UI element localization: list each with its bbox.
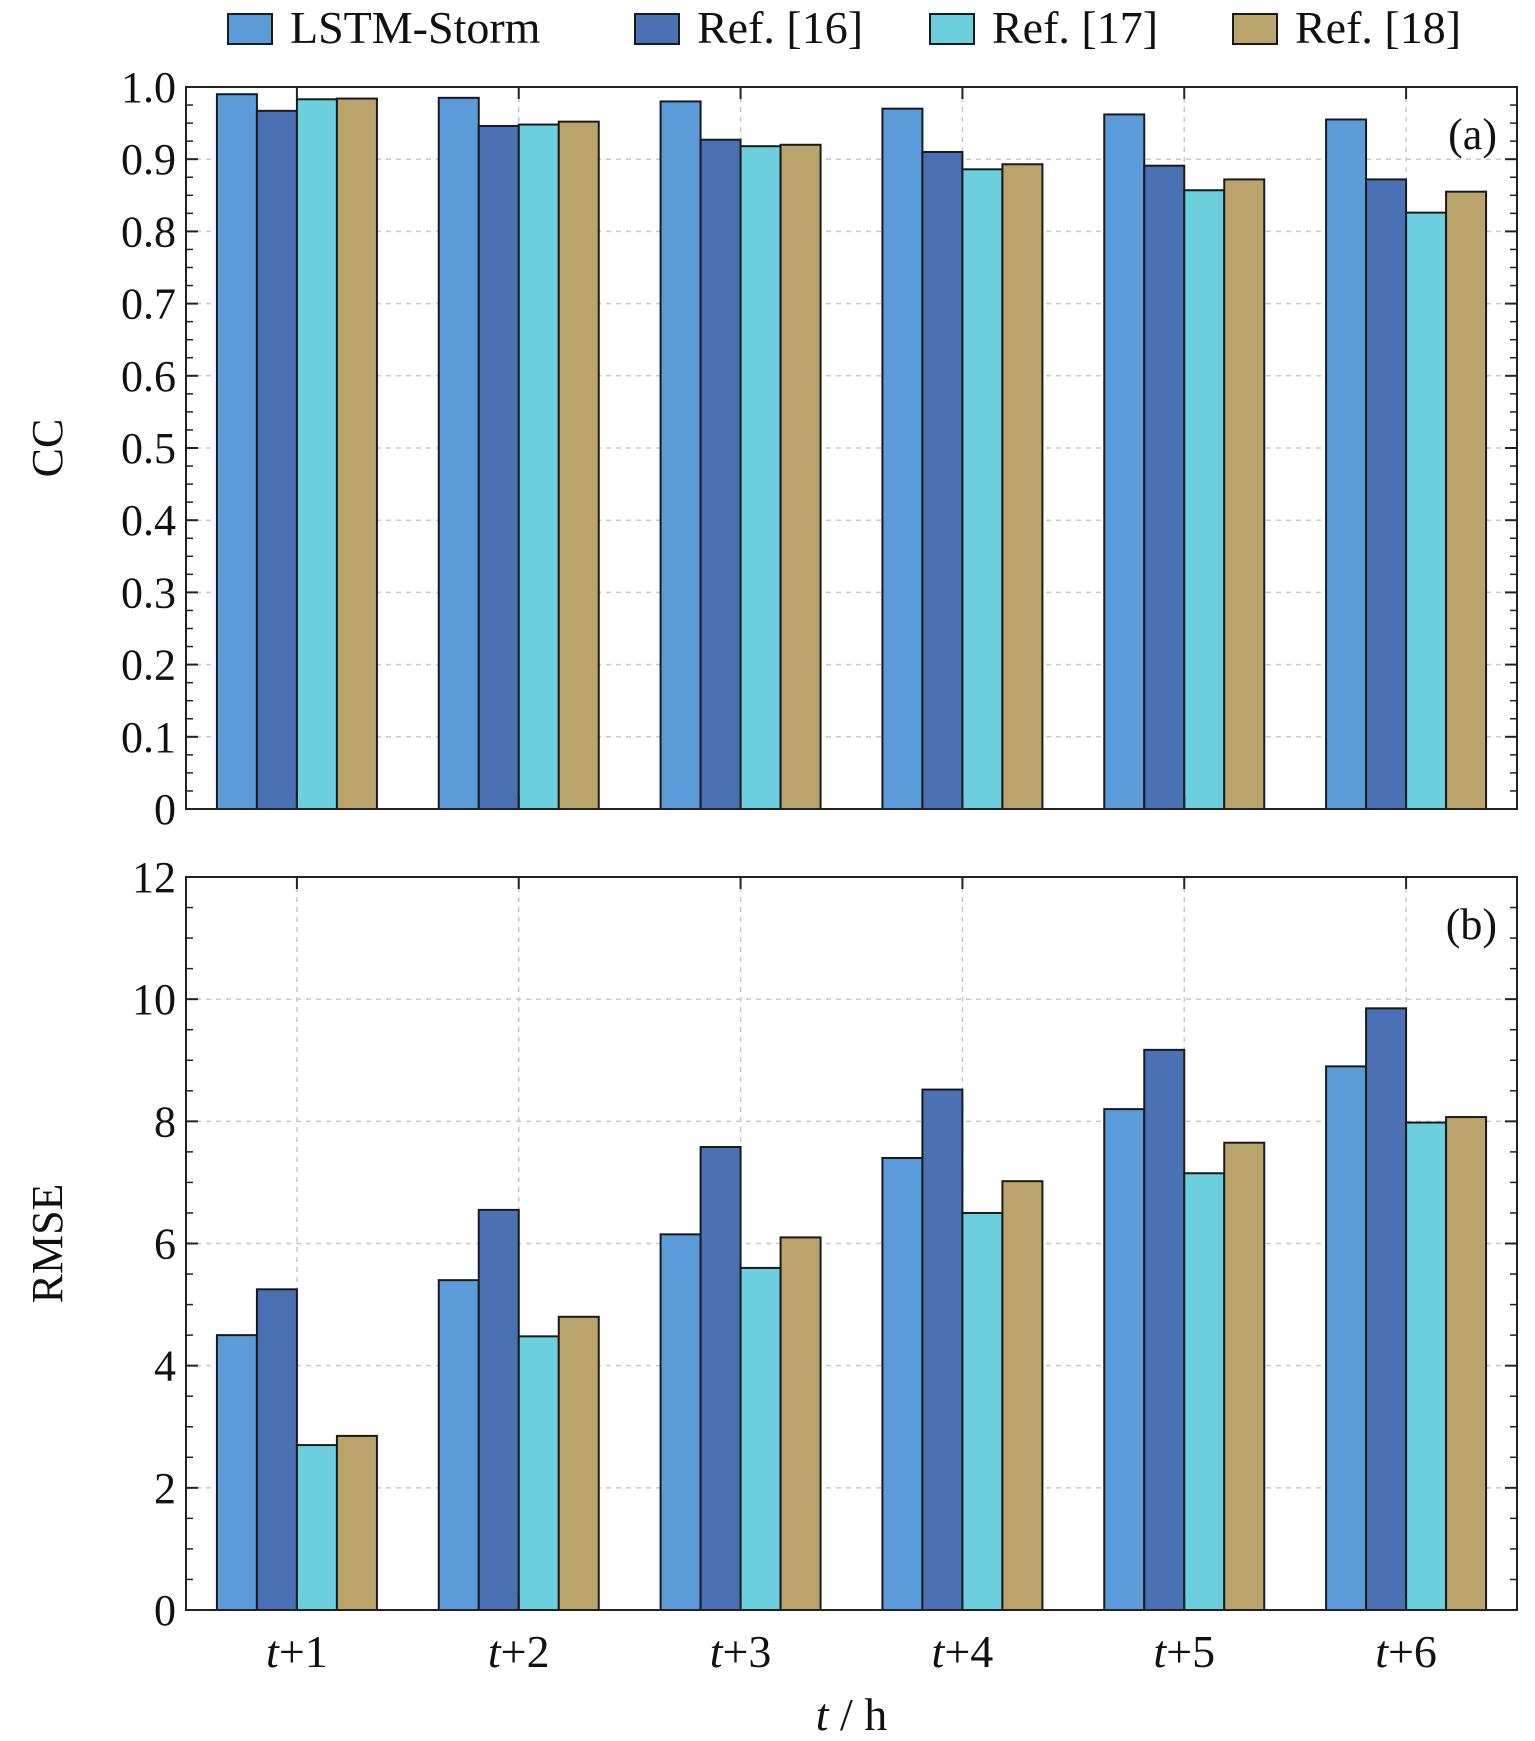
bar-ref-16-tplus6 <box>1365 1007 1408 1611</box>
bar-lstm-storm-tplus2 <box>437 96 480 810</box>
x-tick-label: t+2 <box>488 1626 550 1677</box>
y-tick-label: 0.6 <box>121 352 176 401</box>
y-tick-label: 0.7 <box>121 280 176 329</box>
legend-swatch <box>1232 13 1278 45</box>
bar-ref-16-tplus1 <box>255 1288 298 1611</box>
bar-ref-18-tplus1 <box>335 97 378 810</box>
bar-ref-16-tplus2 <box>477 124 520 811</box>
y-tick-label: 0.8 <box>121 207 176 256</box>
panel-b-ylabel: RMSE <box>23 1184 72 1304</box>
bar-ref-17-tplus3 <box>739 145 782 811</box>
bar-ref-18-tplus2 <box>557 1315 600 1612</box>
y-tick-label: 0.1 <box>121 713 176 762</box>
y-tick-label: 8 <box>154 1097 176 1146</box>
bar-ref-16-tplus5 <box>1143 1048 1186 1611</box>
legend-swatch <box>227 13 273 45</box>
bar-lstm-storm-tplus3 <box>659 100 702 810</box>
bar-ref-18-tplus5 <box>1223 1141 1266 1612</box>
y-tick-label: 4 <box>154 1342 176 1391</box>
panel-a-cc: 0 0.1 0.2 0.3 0.4 0.5 0.6 0.7 0.8 0.9 1.0 (a) CC <box>23 63 1518 834</box>
legend-label: Ref. [18] <box>1295 2 1461 53</box>
legend: LSTM-Storm Ref. [16] Ref. [17] Ref. [18] <box>227 2 1461 53</box>
bar-lstm-storm-tplus1 <box>215 93 258 811</box>
panel-a-ylabel: CC <box>23 419 72 478</box>
bar-ref-17-tplus1 <box>295 1444 338 1611</box>
y-tick-label: 0.9 <box>121 135 176 184</box>
y-tick-label: 12 <box>132 853 176 902</box>
bar-ref-16-tplus4 <box>921 150 964 811</box>
bar-lstm-storm-tplus4 <box>881 107 924 811</box>
bar-ref-18-tplus3 <box>779 143 822 810</box>
bar-lstm-storm-tplus5 <box>1103 113 1146 811</box>
bar-ref-18-tplus4 <box>1001 163 1044 810</box>
bar-ref-16-tplus4 <box>921 1088 964 1611</box>
y-tick-label: 10 <box>132 975 176 1024</box>
y-tick-label: 0.3 <box>121 568 176 617</box>
bar-ref-16-tplus6 <box>1365 178 1408 810</box>
legend-label: Ref. [16] <box>697 2 863 53</box>
y-tick-label: 0 <box>154 1586 176 1635</box>
bar-ref-17-tplus2 <box>517 1335 560 1611</box>
bar-lstm-storm-tplus6 <box>1325 1065 1368 1611</box>
bar-ref-17-tplus4 <box>961 168 1004 811</box>
x-tick-label: t+1 <box>266 1626 328 1677</box>
bar-ref-17-tplus3 <box>739 1266 782 1612</box>
legend-label: Ref. [17] <box>992 2 1158 53</box>
x-tick-label: t+6 <box>1375 1626 1437 1677</box>
bar-ref-18-tplus5 <box>1223 178 1266 810</box>
bar-ref-18-tplus2 <box>557 120 600 810</box>
panel-a-tag: (a) <box>1448 110 1497 159</box>
x-tick-label: t+4 <box>932 1626 994 1677</box>
bar-ref-18-tplus3 <box>779 1236 822 1612</box>
bar-ref-16-tplus3 <box>699 1145 742 1611</box>
legend-swatch <box>929 13 975 45</box>
x-axis-tick-labels: t+1 t+2 t+3 t+4 t+5 t+6 <box>266 1626 1437 1677</box>
bar-lstm-storm-tplus6 <box>1325 118 1368 811</box>
bar-ref-17-tplus4 <box>961 1211 1004 1612</box>
bar-ref-18-tplus6 <box>1445 1116 1488 1611</box>
bar-ref-17-tplus6 <box>1405 211 1448 811</box>
bar-ref-18-tplus1 <box>335 1434 378 1611</box>
y-tick-label: 6 <box>154 1220 176 1269</box>
bar-ref-16-tplus3 <box>699 138 742 810</box>
bar-lstm-storm-tplus4 <box>881 1156 924 1611</box>
y-tick-label: 0.2 <box>121 641 176 690</box>
legend-swatch <box>634 13 680 45</box>
bar-lstm-storm-tplus3 <box>659 1233 702 1612</box>
bar-ref-17-tplus6 <box>1405 1121 1448 1612</box>
bar-ref-17-tplus2 <box>517 123 560 810</box>
bar-ref-18-tplus6 <box>1445 190 1488 810</box>
bar-ref-16-tplus2 <box>477 1208 520 1611</box>
panel-b-tag: (b) <box>1446 900 1497 949</box>
y-tick-label: 0 <box>154 785 176 834</box>
y-tick-label: 0.4 <box>121 496 176 545</box>
y-tick-label: 2 <box>154 1464 176 1513</box>
x-axis-label: t / h <box>816 1689 888 1740</box>
bar-lstm-storm-tplus1 <box>215 1334 258 1611</box>
bar-ref-18-tplus4 <box>1001 1180 1044 1611</box>
y-tick-label: 0.5 <box>121 424 176 473</box>
legend-label: LSTM-Storm <box>290 2 541 53</box>
panel-b-rmse: 0 2 4 6 8 10 12 (b) RMSE <box>23 853 1518 1635</box>
bar-ref-17-tplus5 <box>1183 1172 1226 1611</box>
x-tick-label: t+3 <box>710 1626 772 1677</box>
bar-ref-17-tplus1 <box>295 98 338 811</box>
bar-lstm-storm-tplus2 <box>437 1279 480 1612</box>
bar-ref-16-tplus5 <box>1143 164 1186 810</box>
bar-ref-17-tplus5 <box>1183 189 1226 811</box>
y-tick-label: 1.0 <box>121 63 176 112</box>
bar-lstm-storm-tplus5 <box>1103 1108 1146 1612</box>
bar-ref-16-tplus1 <box>255 109 298 811</box>
x-tick-label: t+5 <box>1153 1626 1215 1677</box>
